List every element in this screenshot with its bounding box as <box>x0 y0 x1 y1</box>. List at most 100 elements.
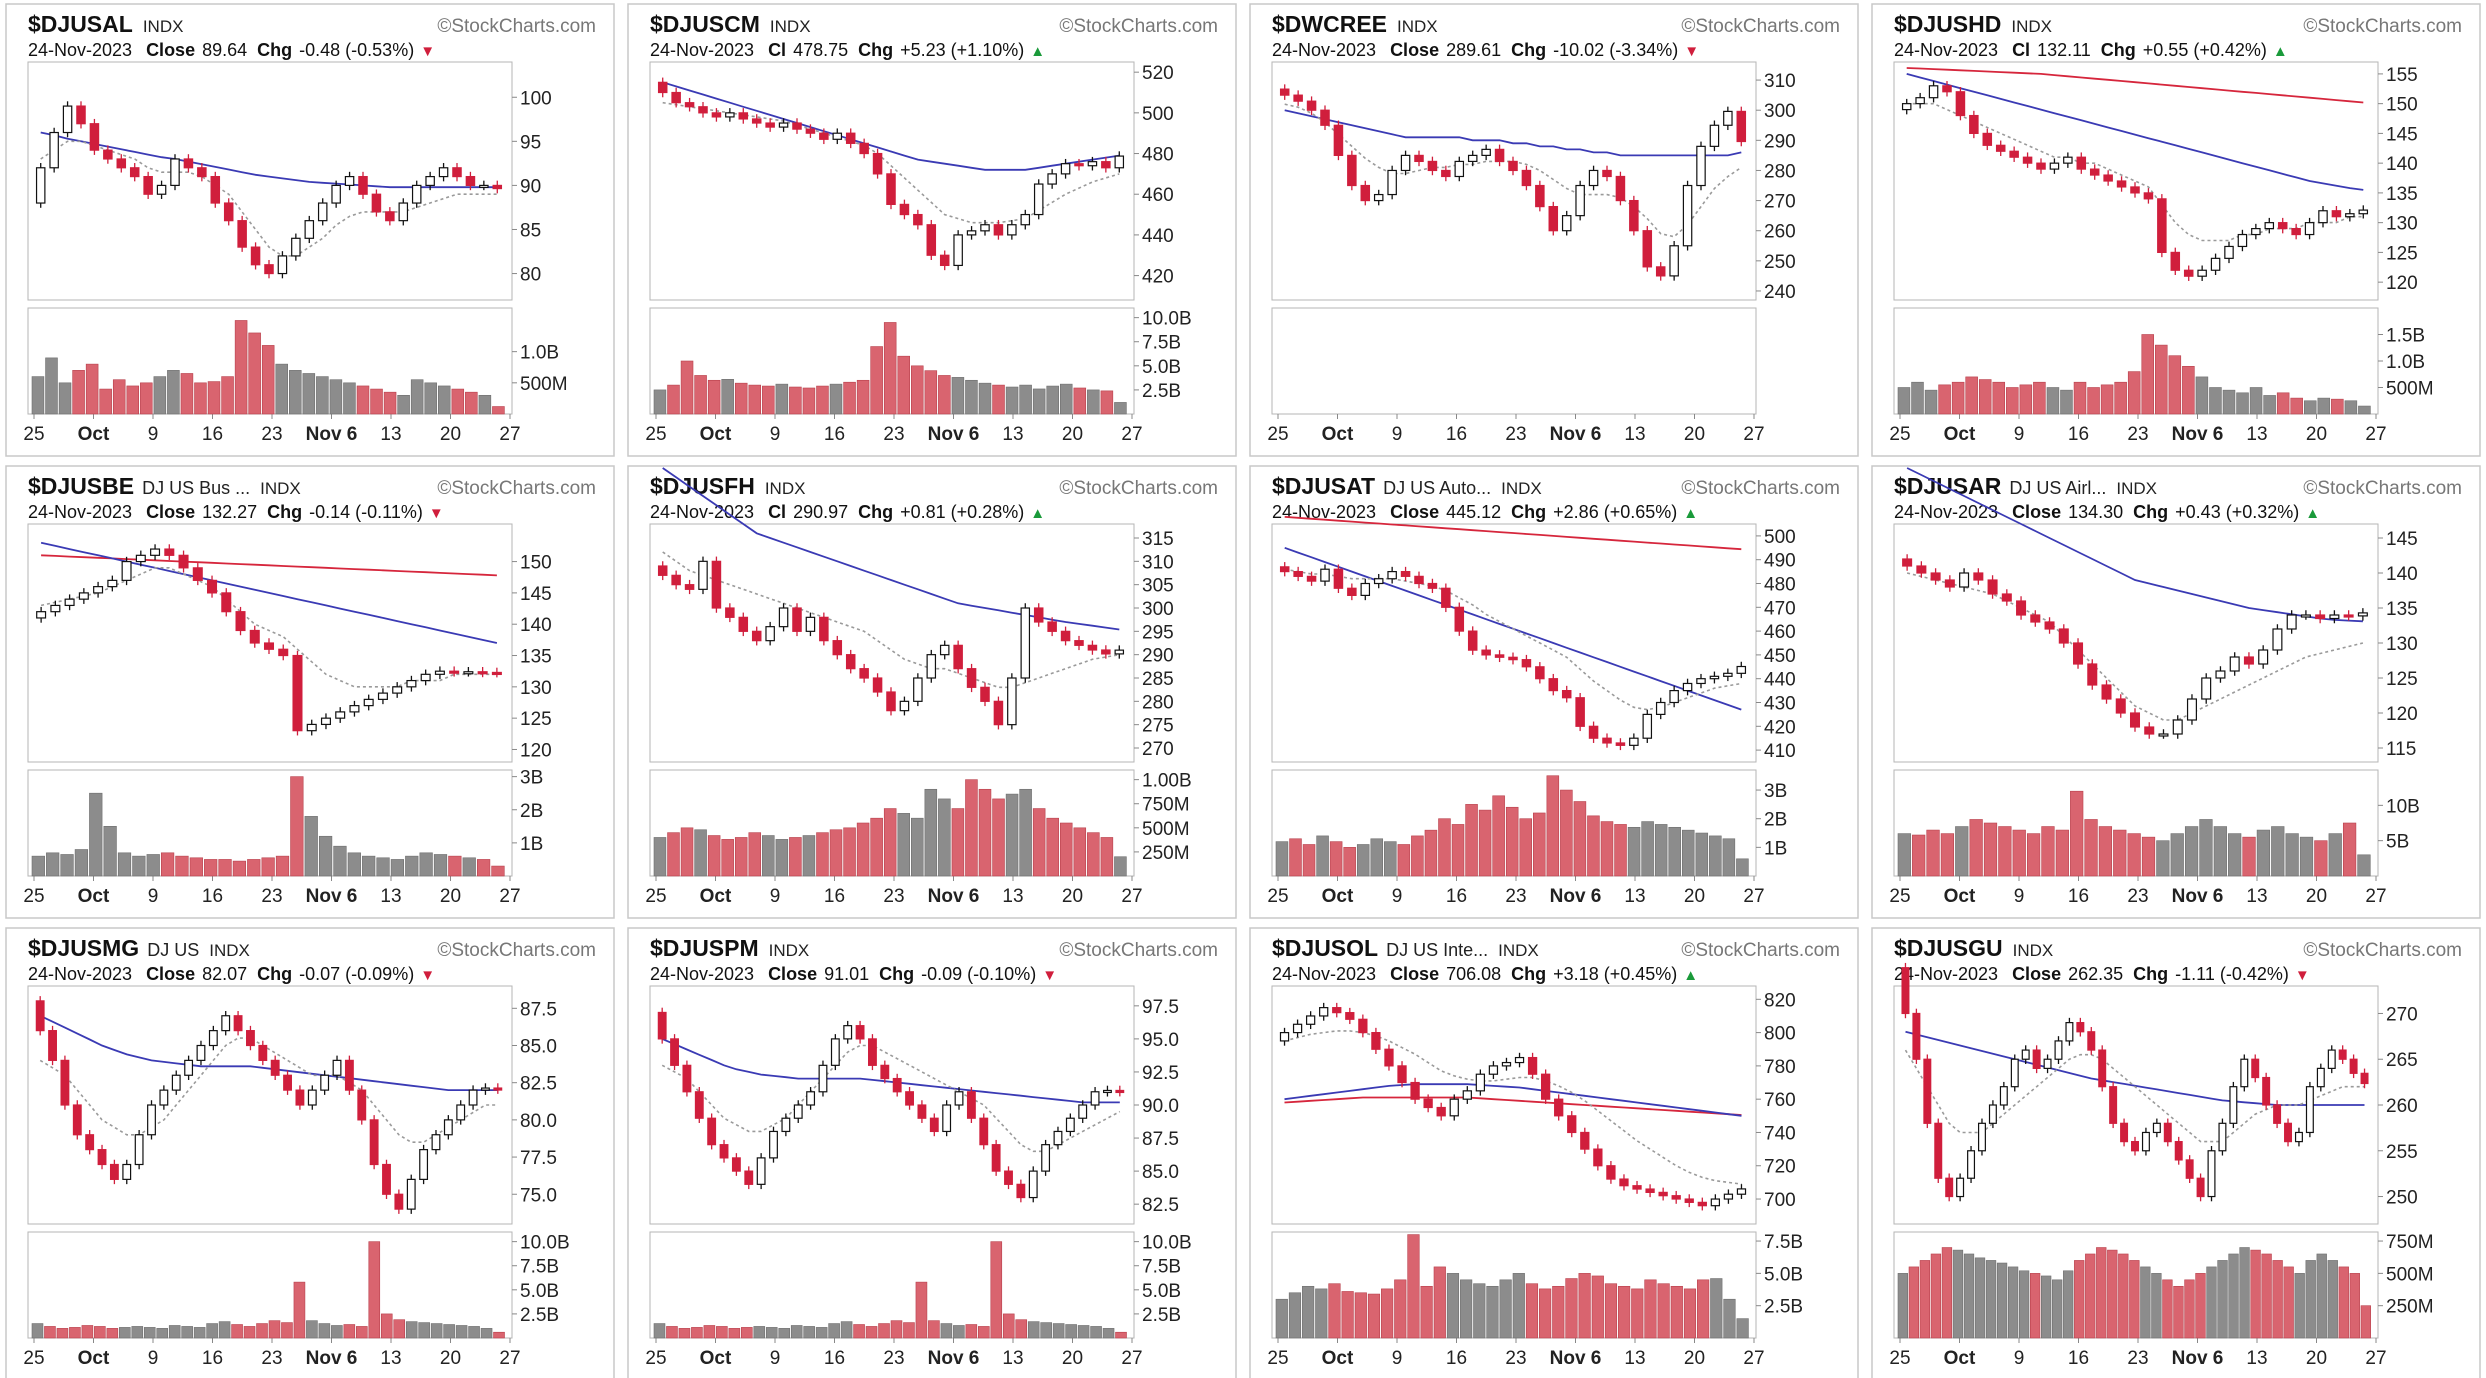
y-tick-label: 97.5 <box>1142 997 1179 1018</box>
volume-bar <box>1578 1273 1591 1339</box>
candle-down <box>886 173 896 205</box>
y-tick-label: 135 <box>2386 184 2418 205</box>
candle-up <box>1736 1188 1747 1195</box>
y-tick-label: 155 <box>2386 65 2418 86</box>
volume-bar <box>853 1324 865 1339</box>
candle-down <box>493 1087 503 1091</box>
chart-subheader: 24-Nov-2023 Cl 132.11 Chg +0.55 (+0.42%) ▲ <box>1894 40 2288 60</box>
candle-down <box>2103 174 2113 182</box>
ma-short-dotted-line <box>662 551 1120 689</box>
volume-tick-label: 500M <box>2386 379 2434 400</box>
volume-bar <box>2184 826 2199 877</box>
x-tick-label: 23 <box>261 1348 282 1369</box>
volume-bar <box>951 808 965 877</box>
volume-tick-label: 1B <box>1764 838 1787 859</box>
x-tick-label: 27 <box>2365 886 2386 907</box>
candle-down <box>2030 614 2041 623</box>
volume-bar <box>2272 1260 2283 1339</box>
candle-down <box>1655 266 1666 277</box>
candle-down <box>939 254 950 267</box>
price-pane <box>1893 61 2379 301</box>
candle-up <box>1669 690 1679 704</box>
x-tick-label: 16 <box>824 886 845 907</box>
brand-watermark: ©StockCharts.com <box>1681 940 1840 961</box>
volume-bar <box>181 1326 193 1339</box>
candle-up <box>1514 1056 1525 1064</box>
candle-down <box>76 105 86 125</box>
y-tick-label: 270 <box>2386 1004 2418 1025</box>
candle-down <box>97 1149 107 1166</box>
candle-down <box>711 112 722 118</box>
x-tick-label: Nov 6 <box>2172 1348 2224 1369</box>
chart-header: $DJUSCM INDX <box>650 11 811 37</box>
chart-subheader: 24-Nov-2023 Cl 290.97 Chg +0.81 (+0.28%) ▲ <box>650 502 1045 522</box>
volume-bar <box>275 363 288 415</box>
volume-bar <box>753 1326 766 1339</box>
volume-bar <box>117 852 132 877</box>
volume-bar <box>2344 400 2358 415</box>
candle-up <box>2357 612 2368 617</box>
volume-bar <box>2249 387 2263 415</box>
candle-up <box>406 1178 416 1210</box>
candle-up <box>1103 1089 1112 1094</box>
x-tick-label: 20 <box>1684 1348 1705 1369</box>
candle-up <box>2065 1022 2074 1042</box>
candle-down <box>868 1038 877 1066</box>
x-tick-label: Oct <box>1944 1348 1976 1369</box>
candle-down <box>2196 1177 2205 1198</box>
volume-bar <box>1897 1273 1909 1339</box>
candle-up <box>765 626 775 642</box>
candle-up <box>778 122 789 128</box>
close-label: Close <box>146 40 195 60</box>
volume-bar <box>72 370 85 415</box>
panel-border <box>627 927 1237 1378</box>
volume-bar <box>1065 1324 1077 1339</box>
candle-down <box>1548 678 1559 692</box>
volume-bar <box>112 379 126 415</box>
x-tick-label: 16 <box>2068 424 2089 445</box>
close-label: Close <box>2012 964 2061 984</box>
volume-bar <box>2114 381 2127 415</box>
volume-bar <box>156 1328 169 1339</box>
x-tick-label: Nov 6 <box>306 424 358 445</box>
candle-down <box>394 1193 404 1210</box>
candle-up <box>1053 1130 1063 1146</box>
y-tick-label: 280 <box>1142 692 1174 713</box>
ma-50-line <box>1906 467 2363 623</box>
y-tick-label: 420 <box>1142 267 1174 288</box>
x-tick-label: Oct <box>78 424 110 445</box>
volume-bar <box>653 389 667 415</box>
candle-up <box>2229 1086 2238 1124</box>
y-tick-label: 82.5 <box>520 1074 557 1095</box>
volume-bar <box>667 832 680 877</box>
volume-bar <box>218 859 232 877</box>
chart-header: $DJUSHD INDX <box>1894 11 2052 37</box>
candle-down <box>233 1015 243 1032</box>
candle-down <box>845 132 856 144</box>
volume-bar <box>2263 395 2276 415</box>
candle-down <box>1115 1089 1125 1094</box>
y-tick-label: 145 <box>2386 124 2418 145</box>
candle-down <box>2315 614 2326 620</box>
candle-down <box>1004 1170 1013 1185</box>
candle-down <box>1942 85 1952 93</box>
x-tick-label: 25 <box>1889 424 1910 445</box>
candle-up <box>1319 1007 1329 1017</box>
candle-down <box>357 1089 367 1121</box>
candle-down <box>2360 1072 2369 1085</box>
volume-bar <box>728 1328 741 1339</box>
volume-bar <box>1446 1273 1460 1339</box>
y-tick-label: 300 <box>1764 101 1796 122</box>
volume-bar <box>405 1321 418 1339</box>
volume-bar <box>248 332 261 415</box>
y-tick-label: 295 <box>1142 622 1174 643</box>
candle-down <box>1736 110 1747 143</box>
y-tick-label: 270 <box>1142 739 1174 760</box>
candle-down <box>1047 621 1057 632</box>
volume-bar <box>2328 833 2342 877</box>
volume-bar <box>2162 1279 2173 1339</box>
candle-down <box>1400 570 1411 577</box>
volume-tick-label: 2.5B <box>1142 381 1181 402</box>
volume-bar <box>2261 1253 2272 1339</box>
candle-down <box>477 671 488 675</box>
